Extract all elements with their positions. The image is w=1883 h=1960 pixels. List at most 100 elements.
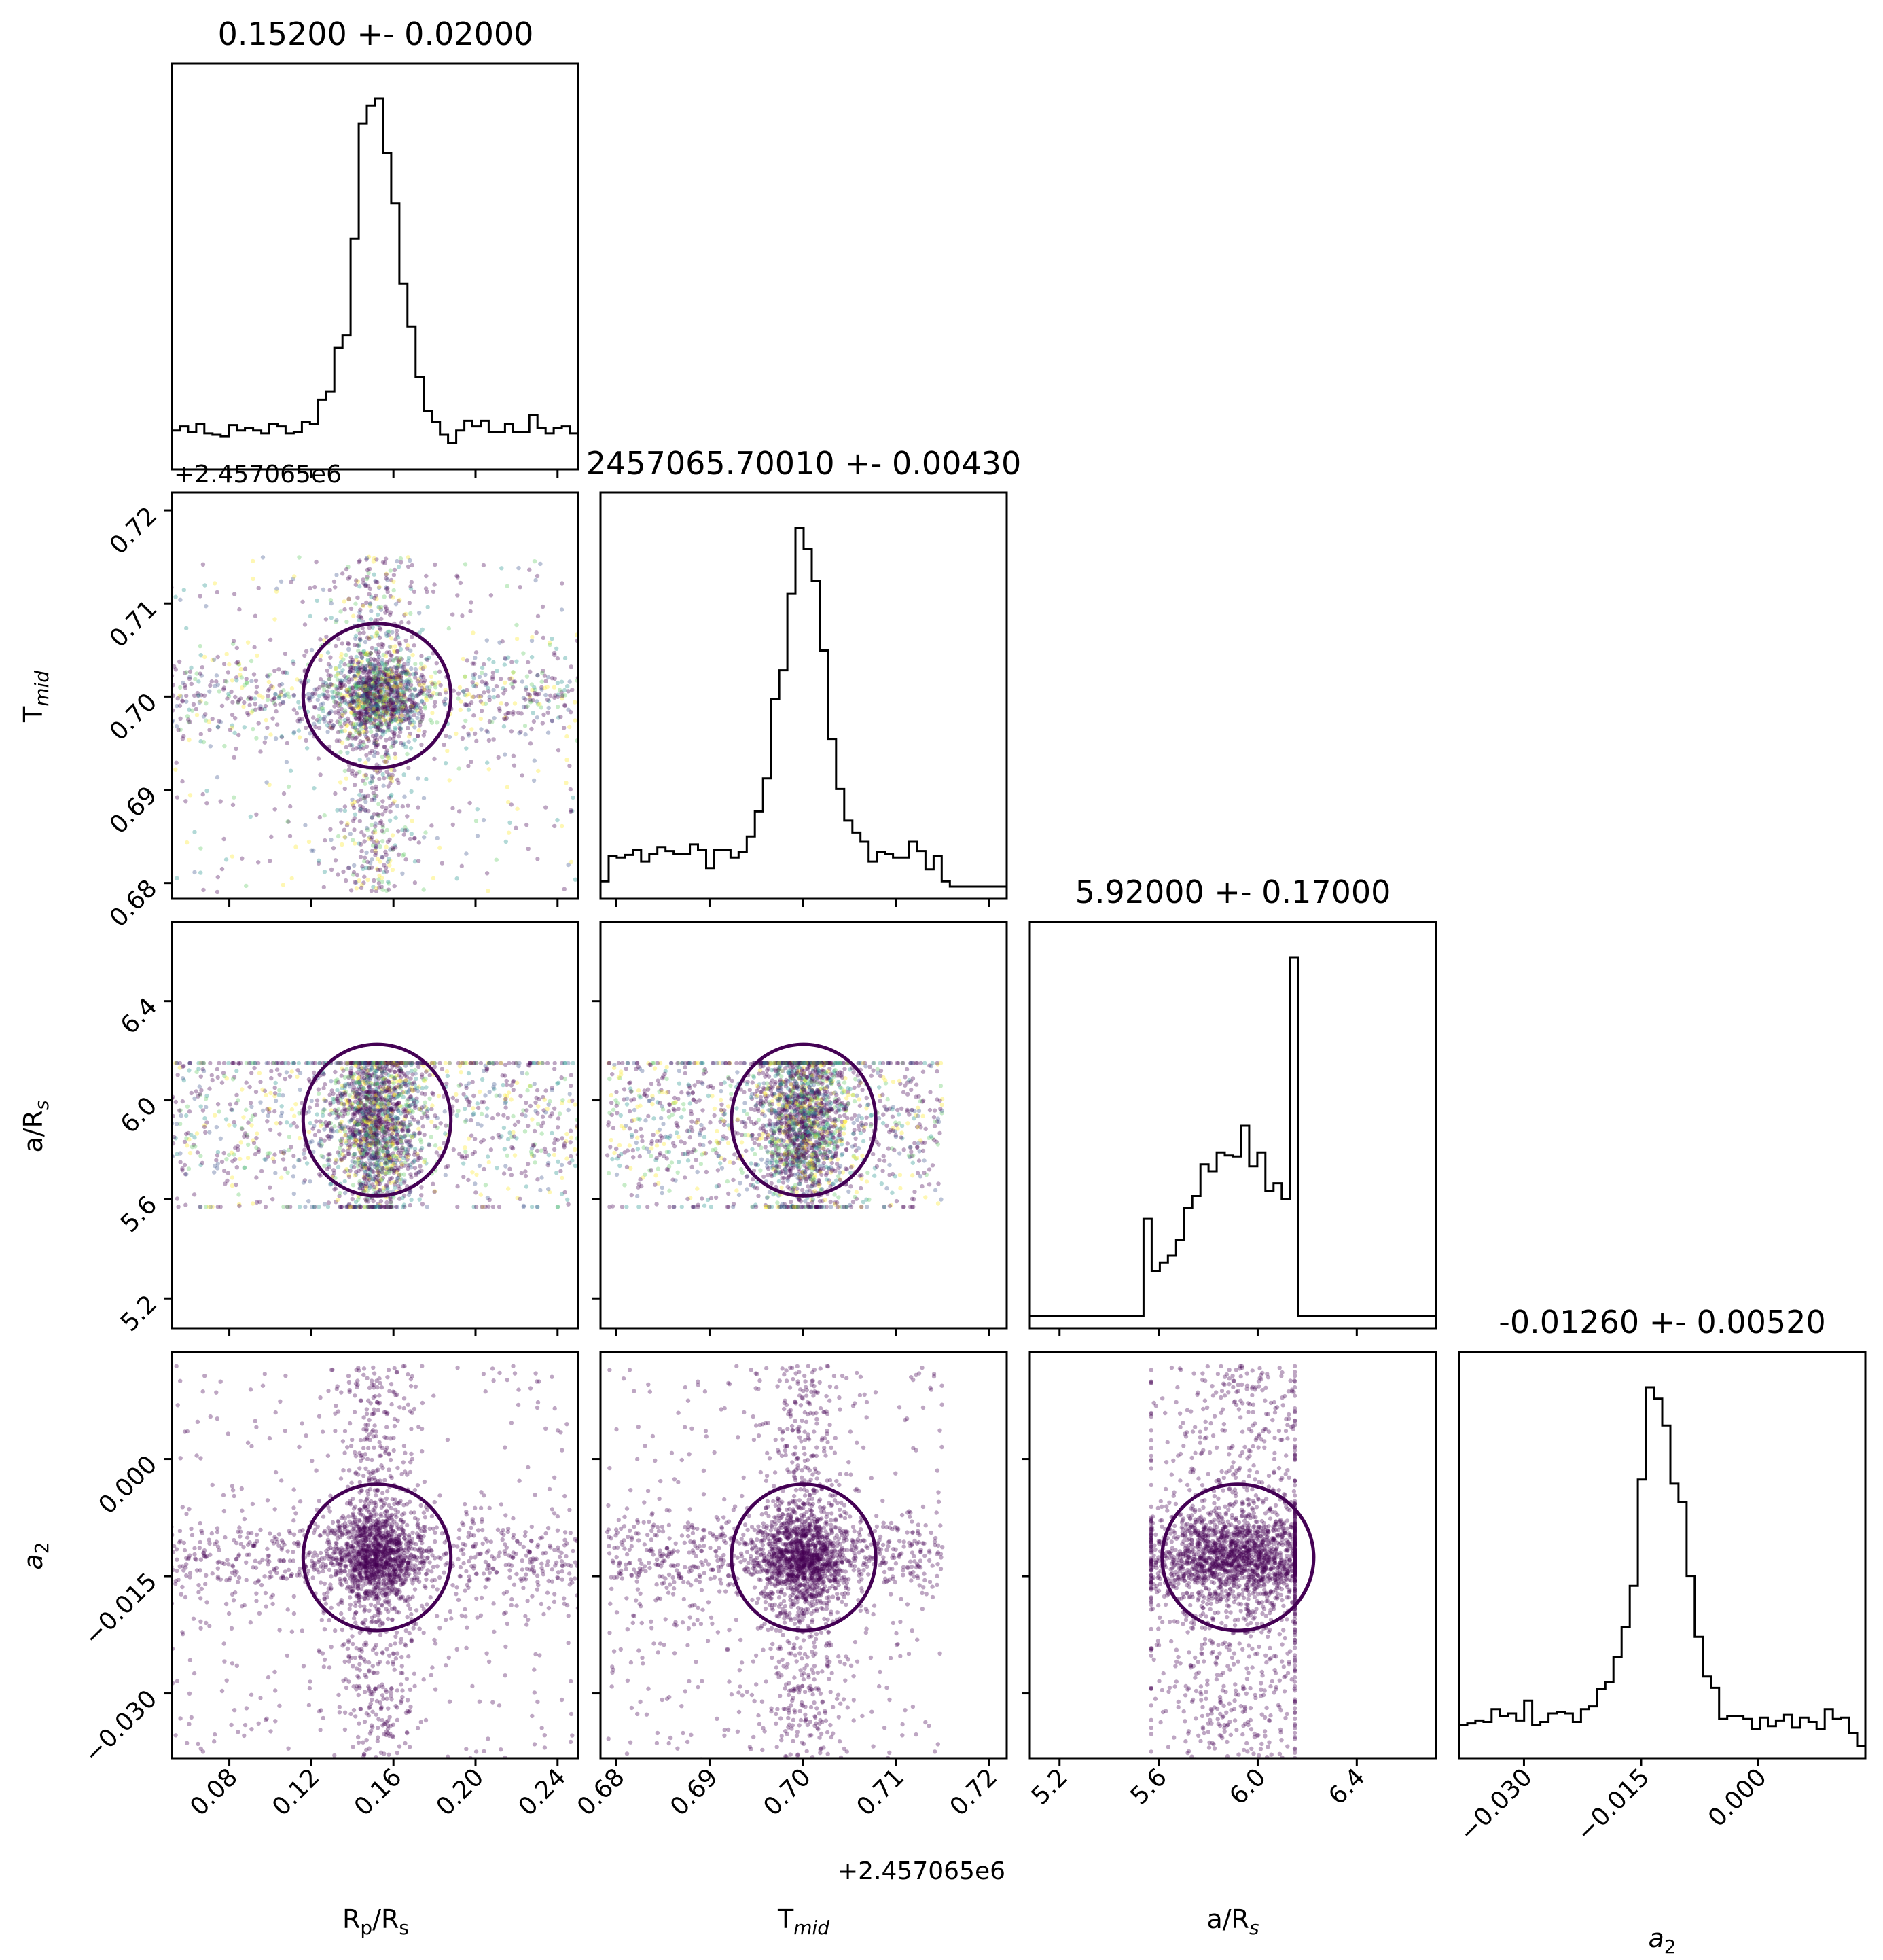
scatter-point bbox=[380, 705, 385, 710]
scatter-point bbox=[372, 692, 376, 697]
scatter-point bbox=[507, 1166, 512, 1172]
scatter-point bbox=[353, 1160, 357, 1166]
scatter-point bbox=[414, 1099, 420, 1104]
scatter-point bbox=[381, 1120, 387, 1124]
scatter-point bbox=[353, 699, 359, 704]
scatter-point bbox=[297, 555, 302, 560]
scatter-point bbox=[210, 717, 215, 721]
scatter-point bbox=[351, 685, 355, 690]
scatter-point bbox=[419, 1193, 424, 1198]
scatter-point bbox=[393, 727, 397, 732]
scatter-point bbox=[395, 699, 400, 704]
scatter-point bbox=[370, 625, 375, 630]
scatter-point bbox=[358, 708, 363, 713]
scatter-point bbox=[393, 843, 397, 848]
scatter-point bbox=[548, 642, 552, 647]
scatter-point bbox=[257, 1071, 262, 1075]
scatter-point bbox=[353, 685, 359, 690]
scatter-point bbox=[353, 694, 357, 700]
scatter-point bbox=[396, 658, 401, 663]
scatter-point bbox=[386, 1073, 391, 1078]
scatter-point bbox=[358, 712, 363, 717]
scatter-point bbox=[307, 1105, 312, 1110]
scatter-point bbox=[352, 663, 357, 668]
scatter-point bbox=[397, 640, 402, 645]
scatter-point bbox=[273, 736, 279, 741]
scatter-point bbox=[391, 707, 396, 713]
scatter-point bbox=[178, 1108, 183, 1113]
scatter-point bbox=[173, 1136, 178, 1141]
scatter-point bbox=[361, 730, 366, 735]
scatter-point bbox=[403, 702, 408, 708]
scatter-point bbox=[187, 1137, 192, 1142]
scatter-point bbox=[483, 680, 488, 685]
scatter-point bbox=[408, 586, 414, 591]
scatter-point bbox=[357, 1149, 363, 1154]
scatter-point bbox=[367, 681, 372, 686]
scatter-point bbox=[372, 686, 377, 691]
scatter-point bbox=[421, 683, 426, 688]
scatter-point bbox=[392, 1126, 397, 1130]
scatter-point bbox=[567, 1160, 572, 1166]
scatter-point bbox=[266, 679, 272, 685]
scatter-point bbox=[384, 692, 389, 696]
scatter-point bbox=[365, 859, 370, 865]
scatter-point bbox=[372, 1164, 377, 1169]
scatter-point bbox=[212, 657, 217, 662]
scatter-point bbox=[537, 1097, 541, 1102]
scatter-point bbox=[364, 652, 369, 657]
scatter-point bbox=[291, 1120, 296, 1126]
scatter-point bbox=[447, 1061, 452, 1066]
scatter-point bbox=[469, 600, 473, 605]
scatter-point bbox=[308, 696, 312, 700]
scatter-point bbox=[370, 684, 375, 689]
scatter-point bbox=[374, 886, 378, 891]
scatter-point bbox=[394, 671, 399, 675]
scatter-point bbox=[454, 573, 459, 578]
scatter-point bbox=[389, 717, 393, 722]
scatter-point bbox=[376, 802, 381, 806]
scatter-point bbox=[361, 677, 366, 681]
scatter-point bbox=[421, 692, 426, 696]
scatter-point bbox=[387, 686, 392, 692]
scatter-point bbox=[384, 571, 389, 576]
scatter-point bbox=[180, 1168, 185, 1173]
scatter-point bbox=[358, 744, 363, 749]
scatter-point bbox=[236, 662, 242, 666]
scatter-point bbox=[382, 666, 387, 672]
scatter-point bbox=[555, 681, 560, 685]
scatter-point bbox=[562, 1145, 567, 1150]
scatter-point bbox=[386, 681, 391, 686]
scatter-point bbox=[370, 815, 374, 820]
scatter-point bbox=[483, 701, 488, 707]
scatter-point bbox=[356, 705, 361, 710]
scatter-point bbox=[501, 691, 506, 696]
scatter-point bbox=[399, 685, 405, 690]
scatter-point bbox=[408, 1172, 413, 1177]
scatter-point bbox=[387, 650, 392, 655]
scatter-point bbox=[395, 695, 400, 700]
scatter-point bbox=[355, 872, 359, 878]
scatter-point bbox=[368, 707, 373, 712]
scatter-point bbox=[272, 1109, 277, 1114]
scatter-point bbox=[316, 1087, 321, 1092]
scatter-point bbox=[368, 725, 373, 730]
scatter-point bbox=[355, 713, 359, 718]
scatter-point bbox=[244, 1107, 249, 1112]
scatter-point bbox=[512, 1153, 518, 1158]
scatter-point bbox=[346, 1136, 351, 1141]
scatter-point bbox=[340, 729, 345, 734]
scatter-point bbox=[421, 701, 427, 707]
scatter-point bbox=[363, 675, 367, 680]
scatter-point bbox=[360, 664, 365, 669]
scatter-point bbox=[395, 673, 400, 678]
scatter-point bbox=[346, 641, 351, 647]
scatter-point bbox=[323, 696, 328, 700]
scatter-point bbox=[281, 700, 285, 705]
scatter-point bbox=[237, 607, 242, 612]
scatter-point bbox=[346, 1099, 351, 1103]
scatter-point bbox=[471, 683, 476, 688]
scatter-point bbox=[384, 669, 389, 673]
scatter-point bbox=[509, 660, 514, 664]
scatter-point bbox=[272, 807, 277, 812]
